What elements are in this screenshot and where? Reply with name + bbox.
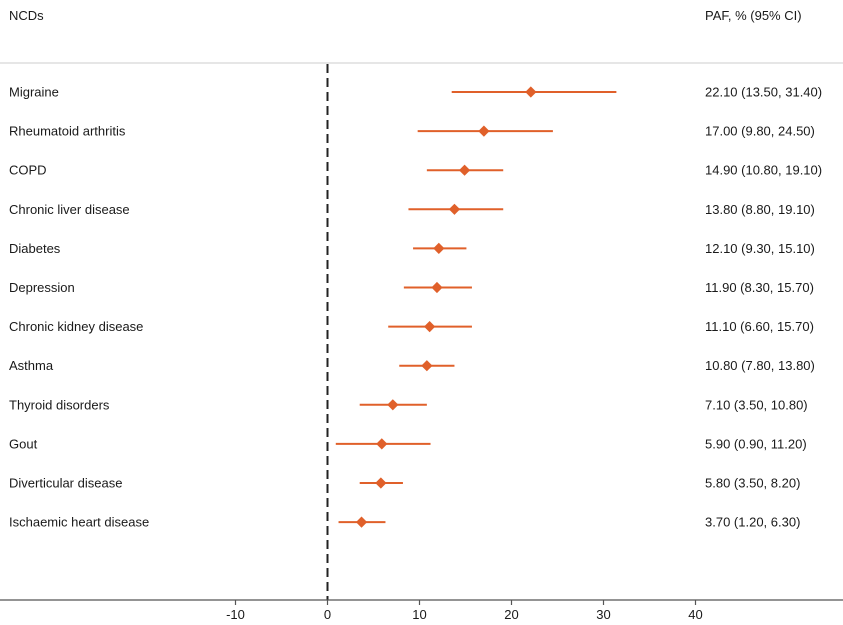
row-ci-text: 11.90 (8.30, 15.70): [705, 280, 814, 295]
row-ci-text: 3.70 (1.20, 6.30): [705, 515, 800, 530]
forest-row: Migraine 22.10 (13.50, 31.40): [9, 85, 822, 100]
estimate-diamond-marker: [355, 516, 368, 528]
x-axis-ticks: -10 0 10 20 30 40: [226, 600, 703, 622]
row-label: Ischaemic heart disease: [9, 515, 149, 530]
x-tick-label: 20: [504, 607, 518, 622]
x-tick-label: 10: [412, 607, 426, 622]
row-label: Chronic liver disease: [9, 202, 130, 217]
estimate-diamond-marker: [448, 203, 461, 215]
row-ci-text: 11.10 (6.60, 15.70): [705, 319, 814, 334]
forest-row: Depression 11.90 (8.30, 15.70): [9, 280, 814, 295]
row-label: Migraine: [9, 85, 59, 100]
row-label: Diverticular disease: [9, 476, 122, 491]
estimate-diamond-marker: [376, 438, 388, 450]
row-label: Thyroid disorders: [9, 397, 110, 412]
forest-row: Chronic kidney disease 11.10 (6.60, 15.70…: [9, 319, 814, 334]
x-tick-label: 30: [596, 607, 610, 622]
row-ci-text: 12.10 (9.30, 15.10): [705, 241, 815, 256]
estimate-diamond-marker: [433, 242, 445, 254]
forest-row: Diverticular disease 5.80 (3.50, 8.20): [9, 476, 800, 491]
forest-row: Diabetes 12.10 (9.30, 15.10): [9, 241, 815, 256]
estimate-diamond-marker: [421, 360, 433, 372]
forest-rows: Migraine 22.10 (13.50, 31.40) Rheumatoid a…: [9, 85, 822, 530]
x-tick-label: -10: [226, 607, 245, 622]
row-ci-text: 10.80 (7.80, 13.80): [705, 358, 815, 373]
row-label: Asthma: [9, 358, 54, 373]
row-ci-text: 13.80 (8.80, 19.10): [705, 202, 815, 217]
estimate-diamond-marker: [458, 164, 471, 176]
row-ci-text: 17.00 (9.80, 24.50): [705, 124, 815, 139]
estimate-diamond-marker: [431, 281, 443, 294]
row-label: Depression: [9, 280, 75, 295]
x-tick-label: 40: [688, 607, 702, 622]
forest-row: Rheumatoid arthritis 17.00 (9.80, 24.50): [9, 124, 815, 139]
row-ci-text: 5.90 (0.90, 11.20): [705, 436, 807, 451]
header-ncds-label: NCDs: [9, 8, 44, 23]
forest-row: Chronic liver disease 13.80 (8.80, 19.10): [9, 202, 815, 217]
forest-row: Thyroid disorders 7.10 (3.50, 10.80): [9, 397, 808, 412]
forest-row: COPD 14.90 (10.80, 19.10): [9, 163, 822, 178]
row-label: Diabetes: [9, 241, 61, 256]
estimate-diamond-marker: [525, 86, 537, 98]
estimate-diamond-marker: [424, 321, 436, 333]
row-ci-text: 7.10 (3.50, 10.80): [705, 397, 808, 412]
row-ci-text: 22.10 (13.50, 31.40): [705, 85, 822, 100]
row-ci-text: 5.80 (3.50, 8.20): [705, 476, 800, 491]
header-paf-label: PAF, % (95% CI): [705, 8, 802, 23]
row-label: COPD: [9, 163, 47, 178]
forest-row: Ischaemic heart disease 3.70 (1.20, 6.30): [9, 515, 800, 530]
estimate-diamond-marker: [478, 125, 490, 137]
row-label: Gout: [9, 436, 38, 451]
row-label: Rheumatoid arthritis: [9, 124, 126, 139]
x-tick-label: 0: [324, 607, 331, 622]
row-ci-text: 14.90 (10.80, 19.10): [705, 163, 822, 178]
estimate-diamond-marker: [375, 477, 387, 489]
forest-row: Asthma 10.80 (7.80, 13.80): [9, 358, 815, 373]
forest-row: Gout 5.90 (0.90, 11.20): [9, 436, 807, 451]
estimate-diamond-marker: [387, 399, 399, 411]
row-label: Chronic kidney disease: [9, 319, 143, 334]
